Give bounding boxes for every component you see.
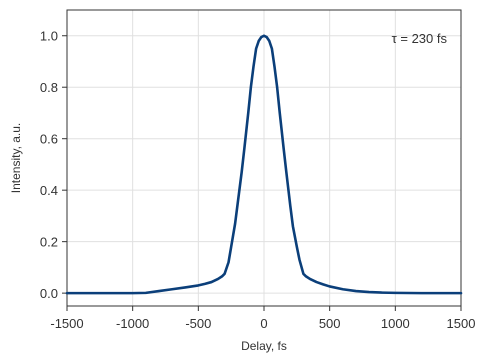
y-ticks: 0.0 0.2 0.4 0.6 0.8 1.0: [40, 29, 67, 301]
x-tick-label: 0: [260, 316, 267, 331]
grid: [66, 10, 462, 306]
x-ticks: -1500 -1000 -500 0 500 1000 1500: [50, 306, 475, 331]
x-tick-label: -500: [185, 316, 211, 331]
y-tick-label: 0.2: [40, 235, 58, 250]
series-line: [65, 34, 463, 295]
y-tick-label: 1.0: [40, 29, 58, 44]
y-tick-label: 0.6: [40, 132, 58, 147]
x-tick-label: -1500: [50, 316, 83, 331]
x-tick-label: 1500: [447, 316, 476, 331]
y-tick-label: 0.8: [40, 80, 58, 95]
x-tick-label: -1000: [116, 316, 149, 331]
y-tick-label: 0.4: [40, 183, 58, 198]
x-tick-label: 1000: [381, 316, 410, 331]
y-tick-label: 0.0: [40, 286, 58, 301]
pulse-duration-annotation: τ = 230 fs: [392, 31, 448, 46]
x-tick-label: 500: [319, 316, 341, 331]
x-axis-label: Delay, fs: [241, 339, 287, 353]
y-axis-label: Intensity, a.u.: [9, 123, 23, 193]
